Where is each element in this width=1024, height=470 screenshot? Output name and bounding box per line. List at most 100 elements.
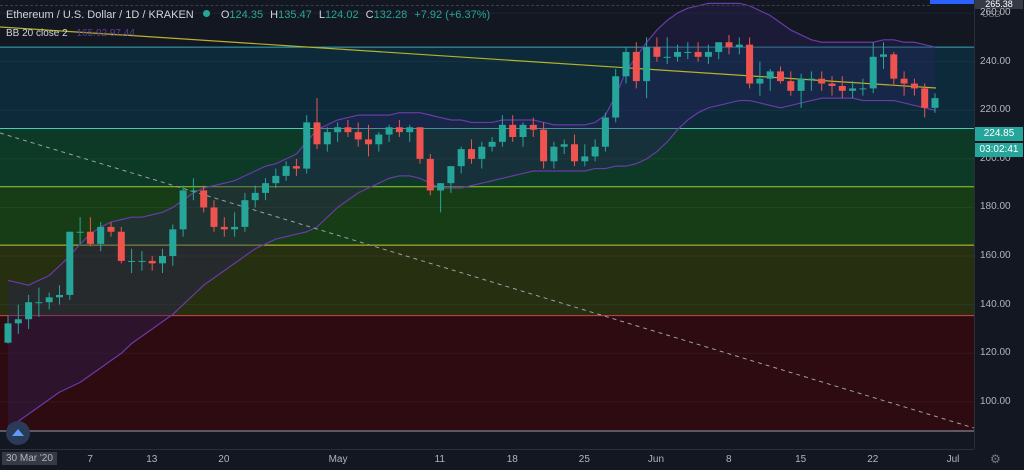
candle-body [159, 256, 166, 264]
candle-body [910, 83, 918, 89]
time-axis-label: 25 [578, 454, 590, 465]
candle-body [56, 294, 63, 298]
candle-body [643, 47, 651, 82]
candle-body [210, 207, 218, 227]
candle-body [437, 183, 445, 191]
currency-label: USD [982, 9, 1002, 19]
candle-body [746, 44, 754, 84]
bb-indicator-legend[interactable]: BB 20 close 2 165.92 97.44 [6, 28, 135, 39]
close-value: 132.28 [373, 9, 408, 21]
price-zone [0, 128, 974, 187]
candle-body [859, 88, 867, 90]
symbol-name: Ethereum / U.S. Dollar [6, 9, 117, 21]
time-axis-first-label: 30 Mar '20 [2, 452, 57, 465]
gear-icon[interactable]: ⚙ [990, 452, 1001, 466]
exchange-label: KRAKEN [148, 9, 194, 21]
price-axis-label: 160.00 [980, 250, 1011, 262]
candle-body [869, 56, 877, 89]
price-axis[interactable] [974, 0, 1024, 449]
candle-body [807, 78, 815, 80]
candle-body [519, 124, 527, 137]
candle-body [921, 88, 929, 108]
tradingview-logo[interactable] [6, 421, 30, 445]
price-axis-label: 120.00 [980, 347, 1011, 359]
bb-indicator-values: 165.92 97.44 [76, 28, 135, 39]
candle-body [385, 127, 393, 135]
candle-body [416, 127, 424, 159]
candle-body [128, 260, 136, 262]
price-axis-label: 180.00 [980, 201, 1011, 213]
candle-body [282, 166, 290, 176]
candle-body [231, 226, 239, 230]
time-axis-label: 13 [146, 454, 158, 465]
candle-body [488, 141, 496, 147]
price-zone [0, 186, 974, 246]
candle-body [292, 166, 300, 169]
candle-body [76, 231, 84, 233]
candle-body [25, 302, 33, 320]
candle-body [612, 76, 620, 118]
time-axis-label: 15 [795, 454, 807, 465]
price-axis-top-tag: 265.38 [975, 0, 1023, 9]
candle-body [189, 190, 197, 192]
candle-body [560, 144, 568, 147]
candle-body [797, 78, 805, 91]
candle-body [179, 190, 187, 230]
candle-body [766, 71, 774, 79]
price-axis-label: 220.00 [980, 104, 1011, 116]
candle-body [406, 127, 414, 133]
candle-body [14, 319, 22, 324]
market-status-icon [202, 10, 210, 17]
bb-upper-line [7, 2, 936, 286]
time-axis-label: 22 [867, 454, 879, 465]
candle-body [354, 132, 362, 140]
candle-body [45, 297, 53, 303]
symbol-legend: Ethereum / U.S. Dollar / 1D / KRAKEN O12… [6, 9, 491, 21]
price-axis-label: 200.00 [980, 152, 1011, 164]
candle-body [622, 51, 630, 77]
candle-body [468, 149, 475, 159]
candle-body [148, 260, 156, 264]
candle-body [890, 54, 898, 79]
candle-body [313, 122, 321, 145]
candle-body [818, 78, 826, 84]
candle-body [272, 175, 280, 184]
candle-body [107, 226, 115, 232]
top-blue-marker [930, 0, 974, 4]
candle-body [900, 78, 908, 84]
candle-body [674, 51, 681, 57]
candle-body [509, 124, 517, 137]
candle-body [787, 81, 795, 91]
candle-body [694, 51, 702, 57]
candle-body [684, 51, 692, 53]
change-value: +7.92 (+6.37%) [414, 9, 491, 21]
candle-body [715, 42, 723, 52]
candle-body [880, 54, 887, 57]
candle-body [241, 200, 249, 227]
price-axis-label: 260.00 [980, 7, 1011, 19]
time-axis-label: 7 [87, 454, 93, 465]
logo-icon [12, 429, 24, 436]
candle-body [457, 149, 465, 167]
candle-body [138, 260, 146, 262]
time-axis[interactable]: 30 Mar '20 7 13 20 May 11 18 25 Jun 8 15 22 Jul [0, 449, 974, 470]
candle-body [529, 124, 537, 130]
countdown-tag: 03:02:41 [975, 143, 1023, 157]
time-axis-label: May [328, 454, 348, 465]
candle-body [828, 83, 836, 86]
candle-body [262, 183, 269, 193]
candlestick-chart[interactable] [0, 0, 974, 449]
candle-body [653, 47, 661, 57]
candle-body [303, 122, 311, 169]
candle-body [251, 192, 259, 201]
open-value: 124.35 [229, 9, 264, 21]
candle-body [365, 139, 372, 145]
price-axis-label: 100.00 [980, 395, 1011, 407]
candle-body [498, 124, 506, 142]
candle-body [334, 127, 342, 133]
price-axis-label: 140.00 [980, 298, 1011, 310]
bb-indicator-name: BB 20 close 2 [6, 28, 68, 39]
candle-body [601, 117, 609, 147]
low-value: 124.02 [324, 9, 359, 21]
candle-body [540, 129, 548, 162]
